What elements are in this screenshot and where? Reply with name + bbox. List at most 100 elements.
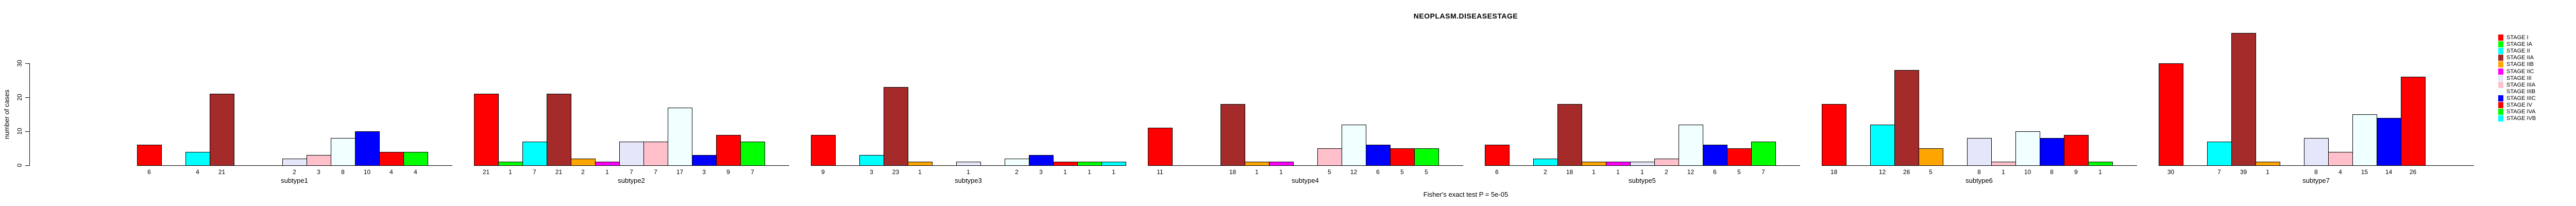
bar-value-label: 2 <box>1015 168 1019 176</box>
x-axis-group-label: subtype5 <box>1629 177 1656 184</box>
legend-label: STAGE IIIB <box>2506 88 2536 95</box>
bar-value-label: 1 <box>509 168 512 176</box>
bar <box>1630 162 1655 166</box>
bar-value-label: 8 <box>1977 168 1981 176</box>
bar <box>1919 148 1943 166</box>
y-axis-tick-label: 20 <box>16 94 23 101</box>
bar <box>571 159 596 166</box>
bar <box>908 162 933 166</box>
y-axis-tick-label: 10 <box>16 128 23 135</box>
x-axis-group-label: subtype2 <box>618 177 645 184</box>
bar-value-label: 3 <box>1039 168 1043 176</box>
bar-value-label: 3 <box>317 168 320 176</box>
legend-color-swatch <box>2498 61 2503 67</box>
legend-item: STAGE III <box>2498 75 2532 81</box>
bar <box>740 142 765 166</box>
bar <box>547 94 571 166</box>
x-axis-group-label: subtype3 <box>955 177 982 184</box>
y-axis-tick <box>25 165 29 166</box>
bar <box>2256 162 2280 166</box>
bar <box>956 162 981 166</box>
bar-value-label: 1 <box>1279 168 1283 176</box>
bar <box>282 159 307 166</box>
bar <box>1533 159 1558 166</box>
bar <box>859 155 884 166</box>
bar-value-label: 1 <box>2098 168 2102 176</box>
bar <box>1894 70 1919 166</box>
bar <box>1582 162 1606 166</box>
bar <box>1751 142 1776 166</box>
legend-color-swatch <box>2498 115 2503 122</box>
bar-value-label: 4 <box>389 168 393 176</box>
y-axis-tick <box>25 63 29 64</box>
legend-label: STAGE IA <box>2506 41 2532 47</box>
bar-value-label: 1 <box>1088 168 1091 176</box>
bar-value-label: 1 <box>1616 168 1620 176</box>
bar-value-label: 4 <box>2338 168 2342 176</box>
bar <box>1679 125 1703 166</box>
bar <box>619 142 644 166</box>
bar <box>2304 138 2329 166</box>
bar-value-label: 21 <box>555 168 563 176</box>
bar <box>643 142 668 166</box>
legend-item: STAGE IIC <box>2498 68 2534 75</box>
bar-value-label: 18 <box>1566 168 1573 176</box>
bar <box>1727 148 1752 166</box>
bar <box>2088 162 2113 166</box>
bar <box>668 108 692 166</box>
bar-value-label: 1 <box>967 168 970 176</box>
bar-value-label: 1 <box>918 168 922 176</box>
bar <box>2040 138 2064 166</box>
legend-item: STAGE IVB <box>2498 115 2536 122</box>
x-axis-group-label: subtype4 <box>1292 177 1319 184</box>
legend-item: STAGE IIIB <box>2498 88 2535 95</box>
bar-value-label: 9 <box>821 168 825 176</box>
y-axis-label: number of cases <box>3 89 11 140</box>
bar-value-label: 6 <box>1495 168 1499 176</box>
bar-value-label: 10 <box>363 168 371 176</box>
bar-value-label: 4 <box>196 168 199 176</box>
bar-value-label: 14 <box>2385 168 2393 176</box>
bar-value-label: 5 <box>1737 168 1741 176</box>
bar-value-label: 12 <box>1687 168 1694 176</box>
bar-value-label: 1 <box>1640 168 1644 176</box>
bar <box>1148 128 1173 166</box>
bar-value-label: 21 <box>482 168 490 176</box>
bar <box>1967 138 1992 166</box>
bar-value-label: 5 <box>1400 168 1404 176</box>
legend-label: STAGE IIC <box>2506 68 2534 75</box>
bar-value-label: 1 <box>1592 168 1596 176</box>
bar-value-label: 11 <box>1157 168 1163 176</box>
bar <box>2377 118 2401 166</box>
bar-value-label: 2 <box>1544 168 1547 176</box>
legend-color-swatch <box>2498 88 2503 95</box>
legend-label: STAGE II <box>2506 47 2530 54</box>
bar-value-label: 7 <box>2217 168 2221 176</box>
bar <box>1414 148 1439 166</box>
bar <box>716 135 741 166</box>
bar <box>1053 162 1078 166</box>
bar <box>2352 114 2377 166</box>
bar <box>355 131 380 166</box>
bar-value-label: 1 <box>2266 168 2269 176</box>
bar <box>595 162 620 166</box>
bar <box>1870 125 1895 166</box>
legend-label: STAGE IV <box>2506 101 2532 108</box>
bar-value-label: 26 <box>2409 168 2417 176</box>
bar-value-label: 2 <box>1665 168 1668 176</box>
bar-value-label: 5 <box>1425 168 1428 176</box>
bar-value-label: 18 <box>1229 168 1236 176</box>
bar-value-label: 7 <box>533 168 536 176</box>
bar-value-label: 9 <box>2074 168 2078 176</box>
bar <box>210 94 234 166</box>
bar <box>2328 152 2353 166</box>
bar <box>1485 145 1510 166</box>
bar <box>474 94 499 166</box>
bar-value-label: 7 <box>654 168 657 176</box>
bar-value-label: 8 <box>2314 168 2318 176</box>
bar <box>2231 33 2256 166</box>
legend-label: STAGE IIB <box>2506 61 2534 67</box>
bar <box>1606 162 1631 166</box>
bar <box>522 142 547 166</box>
